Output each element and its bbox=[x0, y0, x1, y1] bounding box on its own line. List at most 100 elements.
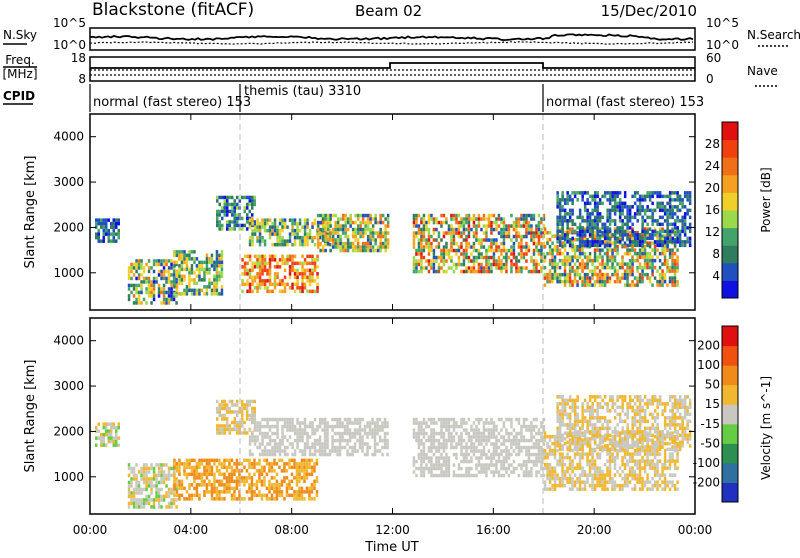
heatmap-cell bbox=[191, 483, 194, 487]
heatmap-cell bbox=[308, 494, 311, 498]
heatmap-cell bbox=[470, 442, 473, 446]
heatmap-cell bbox=[384, 217, 387, 221]
heatmap-cell bbox=[143, 477, 146, 481]
heatmap-cell bbox=[465, 460, 468, 464]
heatmap-cell bbox=[306, 225, 309, 229]
heatmap-cell bbox=[155, 498, 158, 502]
heatmap-cell bbox=[515, 418, 518, 422]
heatmap-cell bbox=[264, 418, 267, 422]
heatmap-cell bbox=[480, 467, 483, 471]
heatmap-cell bbox=[357, 214, 360, 218]
heatmap-cell bbox=[493, 238, 496, 242]
heatmap-cell bbox=[554, 234, 557, 238]
heatmap-cell bbox=[279, 453, 282, 457]
heatmap-cell bbox=[303, 466, 306, 470]
heatmap-cell bbox=[589, 223, 592, 227]
heatmap-cell bbox=[569, 227, 572, 231]
heatmap-cell bbox=[118, 422, 121, 426]
heatmap-cell bbox=[480, 418, 483, 422]
noise-panel: N.Sky 10^5 10^0 N.Search 10^5 10^0 bbox=[3, 16, 800, 52]
heatmap-cell bbox=[313, 483, 316, 487]
heatmap-cell bbox=[243, 483, 246, 487]
heatmap-cell bbox=[440, 442, 443, 446]
heatmap-cell bbox=[356, 418, 359, 422]
heatmap-cell bbox=[158, 502, 161, 506]
heatmap-cell bbox=[362, 231, 365, 235]
heatmap-cell bbox=[649, 209, 652, 213]
heatmap-cell bbox=[344, 231, 347, 235]
heatmap-cell bbox=[554, 470, 557, 474]
heatmap-cell bbox=[196, 476, 199, 480]
heatmap-cell bbox=[649, 233, 652, 237]
heatmap-cell bbox=[258, 494, 261, 498]
heatmap-cell bbox=[229, 224, 232, 228]
heatmap-cell bbox=[458, 439, 461, 443]
heatmap-cell bbox=[148, 266, 151, 270]
heatmap-cell bbox=[219, 220, 222, 224]
heatmap-cell bbox=[191, 264, 194, 268]
heatmap-cell bbox=[606, 191, 609, 195]
heatmap-cell bbox=[113, 218, 116, 222]
heatmap-cell bbox=[523, 460, 526, 464]
heatmap-cell bbox=[681, 223, 684, 227]
heatmap-cell bbox=[549, 276, 552, 280]
heatmap-cell bbox=[100, 440, 103, 444]
heatmap-cell bbox=[579, 216, 582, 220]
heatmap-cell bbox=[387, 242, 390, 246]
heatmap-cell bbox=[261, 255, 264, 259]
heatmap-cell bbox=[589, 212, 592, 216]
heatmap-cell bbox=[133, 498, 136, 502]
heatmap-cell bbox=[601, 273, 604, 277]
heatmap-cell bbox=[614, 198, 617, 202]
heatmap-cell bbox=[418, 245, 421, 249]
heatmap-cell bbox=[538, 453, 541, 457]
heatmap-cell bbox=[163, 277, 166, 281]
heatmap-cell bbox=[428, 435, 431, 439]
heatmap-cell bbox=[228, 490, 231, 494]
heatmap-cell bbox=[206, 462, 209, 466]
heatmap-cell bbox=[301, 255, 304, 259]
heatmap-cell bbox=[535, 263, 538, 267]
heatmap-cell bbox=[586, 223, 589, 227]
heatmap-cell bbox=[538, 224, 541, 228]
heatmap-cell bbox=[604, 273, 607, 277]
heatmap-cell bbox=[118, 222, 121, 226]
heatmap-cell bbox=[420, 425, 423, 429]
heatmap-cell bbox=[309, 255, 312, 259]
heatmap-cell bbox=[561, 259, 564, 263]
heatmap-cell bbox=[216, 480, 219, 484]
heatmap-cell bbox=[281, 428, 284, 432]
heatmap-cell bbox=[349, 439, 352, 443]
heatmap-cell bbox=[543, 425, 546, 429]
heatmap-cell bbox=[259, 265, 262, 269]
heatmap-cell bbox=[271, 476, 274, 480]
heatmap-cell bbox=[554, 262, 557, 266]
heatmap-cell bbox=[274, 439, 277, 443]
heatmap-cell bbox=[438, 245, 441, 249]
heatmap-cell bbox=[236, 220, 239, 224]
heatmap-cell bbox=[233, 469, 236, 473]
heatmap-cell bbox=[475, 449, 478, 453]
heatmap-cell bbox=[498, 460, 501, 464]
heatmap-cell bbox=[465, 228, 468, 232]
heatmap-cell bbox=[505, 460, 508, 464]
heatmap-cell bbox=[115, 443, 118, 447]
heatmap-cell bbox=[266, 473, 269, 477]
heatmap-cell bbox=[349, 214, 352, 218]
heatmap-cell bbox=[299, 428, 302, 432]
heatmap-cell bbox=[198, 476, 201, 480]
heatmap-cell bbox=[206, 271, 209, 275]
heatmap-cell bbox=[173, 498, 176, 502]
heatmap-cell bbox=[589, 230, 592, 234]
heatmap-cell bbox=[664, 262, 667, 266]
heatmap-cell bbox=[130, 266, 133, 270]
heatmap-cell bbox=[425, 421, 428, 425]
heatmap-cell bbox=[636, 209, 639, 213]
heatmap-cell bbox=[470, 446, 473, 450]
heatmap-cell bbox=[480, 266, 483, 270]
heatmap-cell bbox=[478, 470, 481, 474]
heatmap-cell bbox=[493, 453, 496, 457]
heatmap-cell bbox=[438, 467, 441, 471]
heatmap-cell bbox=[296, 272, 299, 276]
heatmap-cell bbox=[591, 456, 594, 460]
